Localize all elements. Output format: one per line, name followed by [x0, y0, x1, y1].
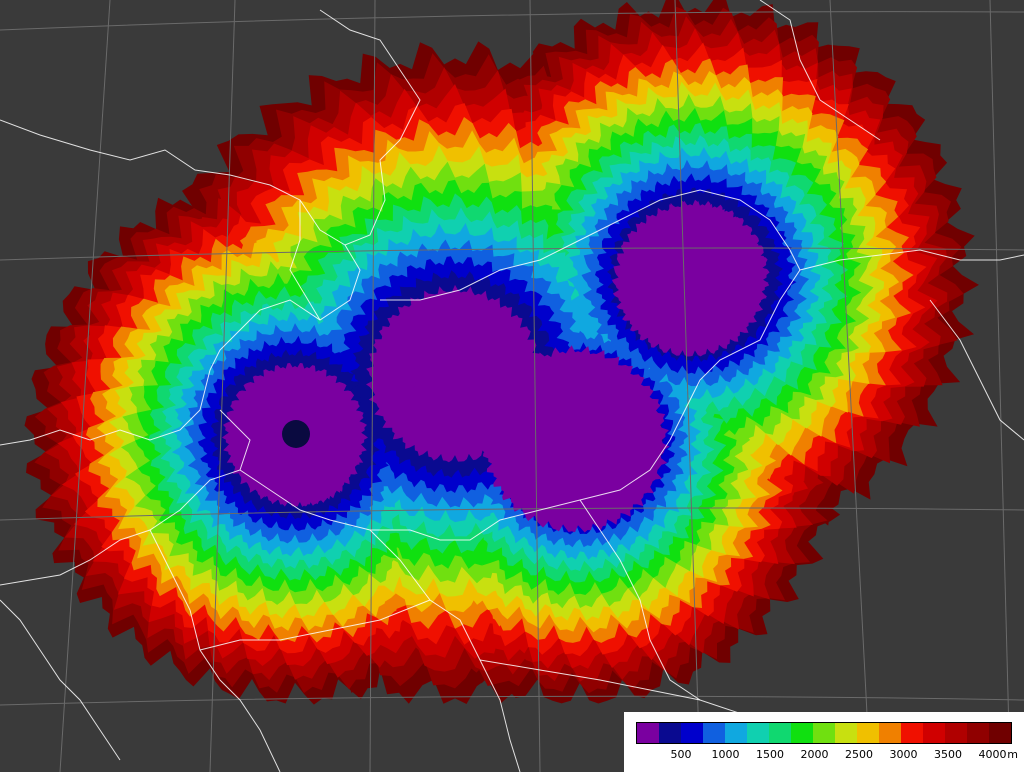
- radar-site-icon[interactable]: [282, 420, 310, 448]
- legend-swatch: [835, 723, 857, 743]
- country-border-line: [289, 200, 321, 321]
- legend-swatch: [791, 723, 813, 743]
- legend-tick-labels: 500 1000 1500 2000 2500 3000 3500 4000: [624, 748, 1024, 766]
- legend-swatch: [681, 723, 703, 743]
- graticule-meridian: [59, 0, 111, 772]
- legend-swatch: [725, 723, 747, 743]
- legend-tick-label: 1000: [711, 748, 740, 761]
- legend-swatch: [901, 723, 923, 743]
- graticule-meridian: [529, 0, 541, 772]
- legend-swatch: [923, 723, 945, 743]
- coverage-core: [481, 345, 670, 533]
- legend-tick-label: 500: [670, 748, 692, 761]
- legend-swatch: [703, 723, 725, 743]
- legend-swatch: [637, 723, 659, 743]
- country-border-line: [0, 9, 421, 246]
- graticule-parallel: [0, 247, 1024, 261]
- country-border-line: [759, 0, 881, 141]
- graticule-parallel: [0, 507, 1024, 521]
- legend-tick-label: 1500: [756, 748, 784, 761]
- radar-coverage-layer: [24, 0, 979, 705]
- legend-tick-label: 2500: [845, 748, 873, 761]
- legend-swatch: [967, 723, 989, 743]
- country-border-line: [369, 529, 521, 772]
- color-scale-legend: 500 1000 1500 2000 2500 3000 3500 4000 m: [624, 712, 1024, 772]
- graticule-meridian: [209, 0, 236, 772]
- legend-tick-label: 3000: [889, 748, 918, 761]
- graticule-parallel: [0, 695, 1024, 706]
- legend-swatch: [945, 723, 967, 743]
- legend-swatch: [769, 723, 791, 743]
- legend-swatch: [747, 723, 769, 743]
- coverage-core: [611, 200, 769, 357]
- country-border-line: [0, 244, 361, 446]
- legend-swatch: [879, 723, 901, 743]
- graticule-meridian: [989, 0, 1011, 772]
- legend-swatches: [636, 722, 1012, 744]
- country-border-line: [149, 529, 281, 772]
- country-border-line: [0, 599, 121, 761]
- legend-swatch: [989, 723, 1011, 743]
- legend-tick-label: 2000: [800, 748, 829, 761]
- graticule-meridian: [674, 0, 701, 772]
- graticule-meridian: [829, 0, 871, 772]
- country-border-line: [579, 499, 701, 701]
- country-border-line: [380, 189, 801, 301]
- legend-swatch: [813, 723, 835, 743]
- legend-swatch: [659, 723, 681, 743]
- legend-tick-label: 4000: [978, 748, 1007, 761]
- graticule-meridian: [369, 0, 376, 772]
- graticule-parallel: [0, 11, 1024, 31]
- country-border-line: [239, 249, 1024, 541]
- legend-unit-label: m: [1007, 748, 1018, 761]
- legend-swatch: [857, 723, 879, 743]
- country-border-line: [199, 599, 431, 651]
- legend-tick-label: 3500: [934, 748, 962, 761]
- country-border-line: [929, 299, 1024, 441]
